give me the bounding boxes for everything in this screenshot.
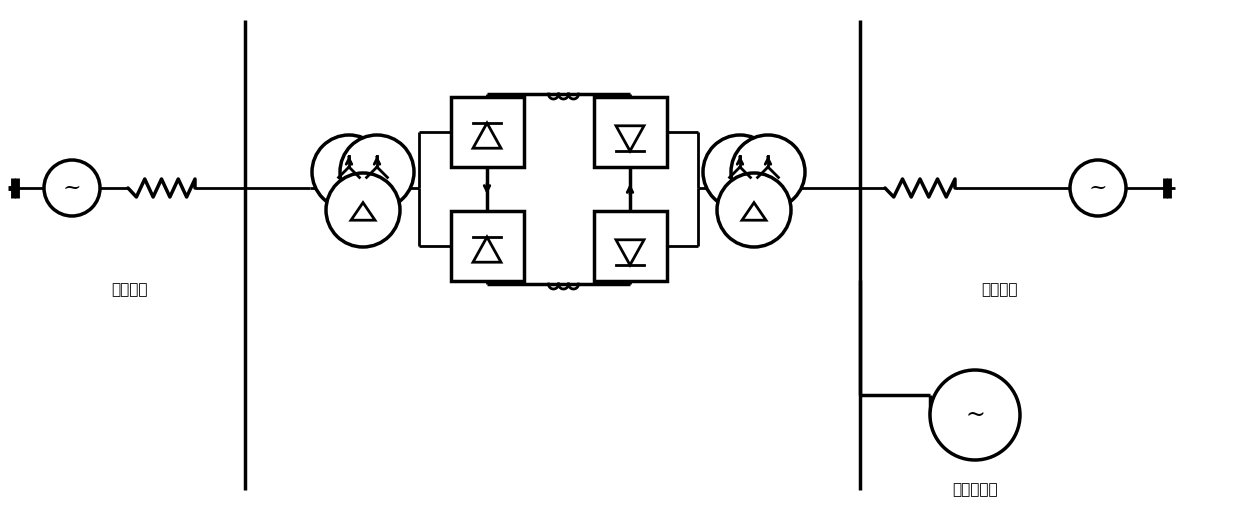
Circle shape <box>1070 160 1126 216</box>
Circle shape <box>312 135 386 209</box>
Circle shape <box>717 173 791 247</box>
Text: ~: ~ <box>1089 177 1107 199</box>
Text: 交流系统: 交流系统 <box>982 282 1018 297</box>
Circle shape <box>703 135 777 209</box>
Circle shape <box>43 160 100 216</box>
Bar <box>594 211 667 281</box>
Bar <box>450 211 523 281</box>
Text: ~: ~ <box>965 404 985 427</box>
Circle shape <box>326 173 401 247</box>
Text: 交流系统: 交流系统 <box>112 282 149 297</box>
Text: ~: ~ <box>63 177 82 199</box>
Bar <box>594 97 667 167</box>
Circle shape <box>340 135 414 209</box>
Circle shape <box>732 135 805 209</box>
Text: 同步调相机: 同步调相机 <box>952 483 998 497</box>
Bar <box>450 97 523 167</box>
Circle shape <box>930 370 1021 460</box>
